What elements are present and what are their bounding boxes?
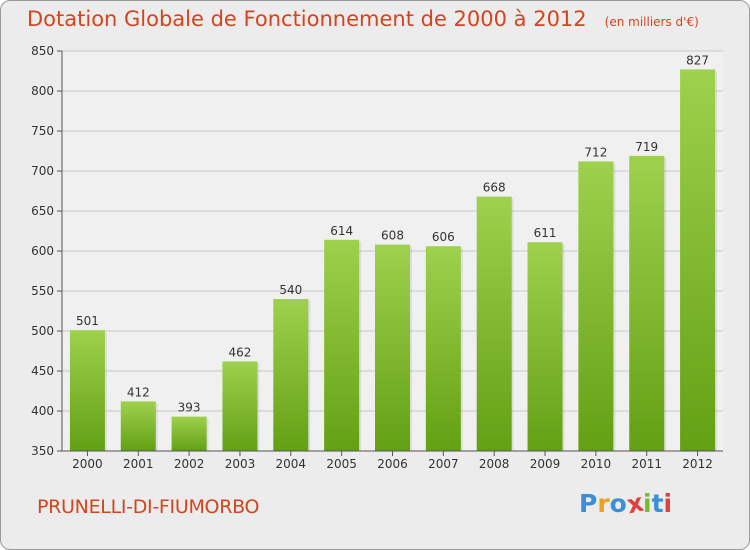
- bar: [171, 416, 207, 451]
- bar-value-label: 827: [686, 53, 709, 67]
- bar-value-label: 462: [229, 345, 252, 359]
- y-tick-label: 750: [31, 124, 54, 138]
- bar-value-label: 412: [127, 385, 150, 399]
- logo-letter: r: [597, 489, 610, 518]
- proxiti-logo: Proxiti: [579, 488, 673, 520]
- bar-value-label: 611: [534, 226, 557, 240]
- x-tick-label: 2010: [581, 457, 612, 471]
- x-tick-label: 2007: [428, 457, 459, 471]
- bar-value-label: 393: [178, 401, 201, 415]
- y-tick-label: 650: [31, 204, 54, 218]
- bar: [120, 401, 156, 451]
- x-tick-label: 2005: [326, 457, 357, 471]
- x-tick-label: 2006: [377, 457, 408, 471]
- x-tick-label: 2008: [479, 457, 510, 471]
- bar-value-label: 501: [76, 314, 99, 328]
- bar-value-label: 606: [432, 230, 455, 244]
- x-tick-label: 2011: [631, 457, 662, 471]
- y-tick-label: 400: [31, 404, 54, 418]
- bar-value-label: 712: [584, 145, 607, 159]
- bar-chart: 350 400 450 500 550 600 650 700 750 800 850 501 2000…: [31, 44, 723, 471]
- chart-title: Dotation Globale de Fonctionnement de 20…: [27, 7, 587, 31]
- bar: [222, 361, 258, 451]
- y-tick-label: 850: [31, 44, 54, 58]
- x-tick-label: 2002: [174, 457, 205, 471]
- x-tick-label: 2009: [530, 457, 561, 471]
- chart-unit: (en milliers d'€): [604, 15, 699, 29]
- bar: [324, 239, 360, 451]
- bar: [273, 299, 309, 451]
- y-tick-label: 350: [31, 444, 54, 458]
- bar: [476, 196, 512, 451]
- y-tick-label: 450: [31, 364, 54, 378]
- commune-name: PRUNELLI-DI-FIUMORBO: [37, 496, 260, 518]
- x-tick-label: 2000: [72, 457, 103, 471]
- logo-letter: o: [609, 489, 627, 518]
- chart-title-block: Dotation Globale de Fonctionnement de 20…: [27, 7, 699, 31]
- x-tick-label: 2012: [682, 457, 713, 471]
- x-tick-label: 2003: [225, 457, 256, 471]
- bar: [578, 161, 614, 451]
- y-tick-label: 600: [31, 244, 54, 258]
- bar-value-label: 719: [635, 140, 658, 154]
- logo-letter: i: [643, 489, 652, 518]
- bar: [425, 246, 461, 451]
- logo-letter: P: [579, 489, 598, 518]
- bar: [69, 330, 105, 451]
- logo-letter: t: [651, 489, 664, 518]
- y-tick-label: 800: [31, 84, 54, 98]
- y-tick-label: 550: [31, 284, 54, 298]
- y-tick-label: 500: [31, 324, 54, 338]
- bar: [375, 244, 410, 451]
- y-tick-label: 700: [31, 164, 54, 178]
- bar: [629, 155, 665, 452]
- x-tick-label: 2001: [123, 457, 154, 471]
- bar-value-label: 540: [279, 283, 302, 297]
- bar: [680, 69, 716, 452]
- bar-value-label: 614: [330, 224, 353, 238]
- bar: [527, 242, 563, 451]
- bar-value-label: 668: [483, 181, 506, 195]
- logo-letter: i: [663, 489, 673, 518]
- x-tick-label: 2004: [276, 457, 307, 471]
- bar-value-label: 608: [381, 229, 404, 243]
